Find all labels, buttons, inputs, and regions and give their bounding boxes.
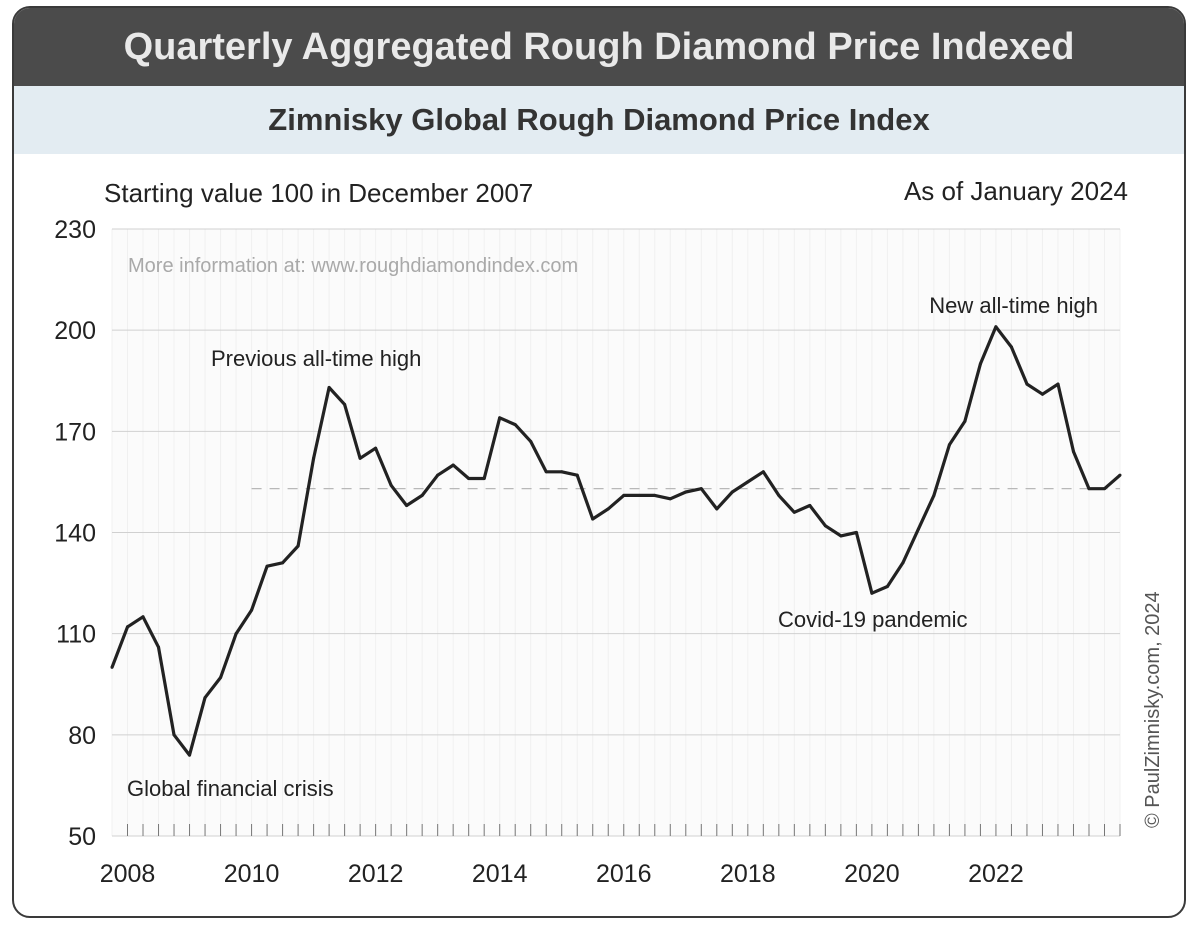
- data-point: [560, 470, 564, 474]
- data-point: [389, 483, 393, 487]
- data-point: [1025, 382, 1029, 386]
- chart-subtitle: Zimnisky Global Rough Diamond Price Inde…: [14, 86, 1184, 154]
- data-point: [978, 362, 982, 366]
- y-tick-label: 230: [54, 216, 96, 244]
- data-point: [668, 497, 672, 501]
- y-tick-label: 200: [54, 317, 96, 345]
- y-tick-label: 80: [68, 722, 96, 750]
- annotation-label: Covid-19 pandemic: [778, 607, 968, 632]
- data-point: [994, 325, 998, 329]
- price-index-line: [110, 325, 1122, 757]
- x-tick-label: 2016: [596, 860, 652, 888]
- data-point: [575, 473, 579, 477]
- data-point: [746, 480, 750, 484]
- data-point: [188, 753, 192, 757]
- data-point: [374, 446, 378, 450]
- data-point: [963, 419, 967, 423]
- y-tick-label: 170: [54, 418, 96, 446]
- data-point: [405, 504, 409, 508]
- data-point: [901, 561, 905, 565]
- x-tick-label: 2018: [720, 860, 776, 888]
- data-point: [358, 456, 362, 460]
- data-point: [343, 402, 347, 406]
- x-tick-label: 2014: [472, 860, 528, 888]
- data-point: [684, 490, 688, 494]
- data-point: [622, 493, 626, 497]
- data-point: [126, 625, 130, 629]
- data-point: [544, 470, 548, 474]
- data-point: [1118, 473, 1122, 477]
- chart-banner-title: Quarterly Aggregated Rough Diamond Price…: [14, 8, 1184, 86]
- data-point: [1009, 345, 1013, 349]
- data-point: [281, 561, 285, 565]
- data-point: [219, 676, 223, 680]
- data-point: [606, 507, 610, 511]
- data-point: [730, 490, 734, 494]
- data-point: [141, 615, 145, 619]
- data-point: [1056, 382, 1060, 386]
- data-point: [110, 665, 114, 669]
- data-point: [203, 696, 207, 700]
- data-point: [420, 493, 424, 497]
- starting-value-note: Starting value 100 in December 2007: [104, 178, 534, 208]
- data-point: [637, 493, 641, 497]
- data-point: [312, 456, 316, 460]
- data-point: [947, 443, 951, 447]
- data-point: [250, 608, 254, 612]
- data-point: [498, 416, 502, 420]
- data-point: [854, 531, 858, 534]
- data-point: [234, 632, 238, 636]
- y-tick-label: 50: [68, 823, 96, 851]
- data-point: [529, 439, 533, 443]
- info-url-text: More information at: www.roughdiamondind…: [128, 255, 578, 277]
- data-point: [792, 510, 796, 514]
- annotation-label: Previous all-time high: [211, 346, 421, 371]
- data-point: [1087, 487, 1091, 491]
- x-tick-label: 2022: [968, 860, 1024, 888]
- data-point: [916, 527, 920, 531]
- data-point: [451, 463, 455, 467]
- data-point: [1102, 487, 1106, 491]
- y-tick-label: 110: [56, 621, 96, 649]
- data-point: [715, 507, 719, 511]
- data-point: [839, 534, 843, 538]
- x-tick-label: 2010: [224, 860, 280, 888]
- data-point: [761, 470, 765, 474]
- data-point: [327, 385, 331, 389]
- data-point: [823, 524, 827, 528]
- as-of-date-note: As of January 2024: [903, 176, 1128, 206]
- data-point: [808, 504, 812, 508]
- data-point: [513, 423, 517, 427]
- data-point: [591, 517, 595, 521]
- data-point: [265, 564, 269, 568]
- data-point: [157, 645, 161, 649]
- annotation-label: New all-time high: [929, 293, 1098, 318]
- data-point: [653, 493, 657, 497]
- data-point: [172, 733, 176, 737]
- data-point: [436, 473, 440, 477]
- x-tick-label: 2008: [100, 860, 156, 888]
- data-point: [482, 477, 486, 481]
- copyright-text: © PaulZimnisky.com, 2024: [1142, 591, 1164, 828]
- y-tick-label: 140: [54, 520, 96, 548]
- data-point: [1071, 450, 1075, 454]
- data-point: [932, 493, 936, 497]
- x-tick-label: 2020: [844, 860, 900, 888]
- x-tick-label: 2012: [348, 860, 404, 888]
- data-point: [699, 487, 703, 491]
- data-point: [870, 591, 874, 595]
- data-point: [885, 584, 889, 588]
- data-point: [1040, 392, 1044, 396]
- data-point: [467, 477, 471, 481]
- annotation-label: Global financial crisis: [127, 776, 334, 801]
- data-point: [296, 544, 300, 548]
- data-point: [777, 493, 781, 497]
